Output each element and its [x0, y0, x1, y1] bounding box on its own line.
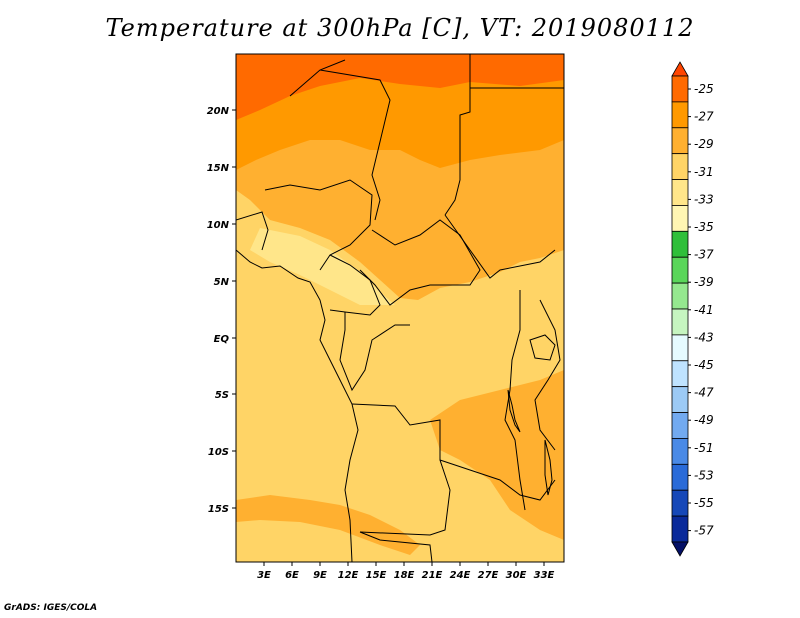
colorbar-label: -43 — [694, 330, 714, 344]
grads-credit: GrADS: IGES/COLA — [4, 603, 98, 613]
colorbar-swatch — [671, 101, 689, 129]
lat-label: 10N — [207, 220, 230, 231]
colorbar-swatch — [671, 438, 689, 465]
colorbar-label: -35 — [694, 220, 714, 234]
colorbar-label: -53 — [694, 468, 714, 482]
lon-label: 27E — [478, 570, 499, 581]
colorbar-swatch — [671, 205, 689, 232]
longitude-axis: 3E 6E 9E 12E 15E 18E 21E 24E 27E 30E 33E — [257, 562, 555, 581]
border-niger-chad — [319, 69, 391, 221]
colorbar-label: -57 — [694, 524, 714, 538]
lon-label: 3E — [257, 570, 271, 581]
colorbar-swatch — [671, 489, 689, 517]
colorbar-label: -29 — [694, 137, 714, 151]
border-algeria — [289, 59, 346, 97]
border-zambia — [439, 459, 556, 501]
colorbar-label: -31 — [694, 165, 714, 179]
band-31-south — [236, 495, 420, 555]
temperature-field — [236, 54, 564, 562]
colorbar-label: -51 — [694, 441, 714, 455]
colorbar-label: -47 — [694, 386, 714, 400]
map-frame — [235, 53, 565, 563]
colorbar-swatch — [671, 230, 689, 258]
lon-label: 21E — [422, 570, 443, 581]
lat-label: EQ — [214, 334, 230, 345]
colorbar-label: -27 — [694, 110, 714, 124]
lake-tanganyika — [507, 389, 521, 433]
lon-label: 24E — [450, 570, 471, 581]
colorbar-bottom-arrow — [671, 541, 689, 557]
lat-label: 20N — [207, 106, 230, 117]
colorbar-swatch — [671, 179, 689, 206]
colorbar-label: -45 — [694, 358, 714, 372]
colorbar-labels: -25 -27 -29 -31 -33 -35 -37 -39 -41 -43 -45 -47 -49 -… — [688, 82, 714, 538]
colorbar-label: -25 — [694, 82, 714, 96]
border-nigeria — [264, 179, 373, 271]
lon-label: 30E — [506, 570, 527, 581]
border-sudan-south — [444, 214, 556, 279]
colorbar-label: -55 — [694, 496, 714, 510]
lon-label: 33E — [534, 570, 555, 581]
border-south — [359, 531, 433, 562]
border-libya-egypt — [444, 54, 471, 216]
border-drc-east — [504, 290, 526, 511]
colorbar-swatch — [671, 463, 689, 491]
colorbar-label: -49 — [694, 413, 714, 427]
colorbar: -25 -27 -29 -31 -33 -35 -37 -39 -41 -43 -45 -47 -49 -… — [671, 61, 714, 557]
band-27 — [236, 54, 564, 120]
colorbar-swatch — [671, 308, 689, 336]
colorbar-label: -39 — [694, 275, 714, 289]
colorbar-swatch — [671, 75, 689, 103]
colorbar-label: -37 — [694, 248, 714, 262]
colorbar-swatch — [671, 360, 689, 388]
colorbar-swatch — [671, 412, 689, 439]
colorbar-swatches — [671, 61, 689, 557]
lon-label: 15E — [366, 570, 387, 581]
map-title: Temperature at 300hPa [C], VT: 201908011… — [105, 14, 695, 42]
lon-label: 6E — [285, 570, 299, 581]
colorbar-swatch — [671, 515, 689, 543]
lon-label: 18E — [394, 570, 415, 581]
lake-malawi — [544, 439, 553, 496]
colorbar-swatch — [671, 153, 689, 180]
lon-label: 12E — [338, 570, 359, 581]
latitude-axis: 20N 15N 10N 5N EQ 5S 10S 15S — [207, 106, 236, 515]
coastline-west-africa — [236, 249, 359, 562]
border-west — [236, 211, 269, 251]
colorbar-label: -33 — [694, 192, 714, 206]
lat-label: 15N — [207, 163, 230, 174]
colorbar-swatch — [671, 256, 689, 284]
colorbar-label: -41 — [694, 303, 714, 317]
border-tanzania — [534, 299, 561, 451]
border-congo — [339, 312, 410, 392]
lat-label: 5N — [214, 277, 230, 288]
lat-label: 15S — [208, 504, 229, 515]
colorbar-swatch — [671, 282, 689, 310]
colorbar-top-arrow — [671, 61, 689, 77]
lon-label: 9E — [313, 570, 327, 581]
border-car — [359, 219, 481, 306]
colorbar-swatch — [671, 127, 689, 155]
colorbar-swatch — [671, 386, 689, 413]
colorbar-swatch — [671, 334, 689, 362]
country-borders — [236, 54, 564, 562]
lat-label: 10S — [208, 447, 229, 458]
lat-label: 5S — [215, 390, 229, 401]
lake-victoria — [529, 334, 556, 361]
